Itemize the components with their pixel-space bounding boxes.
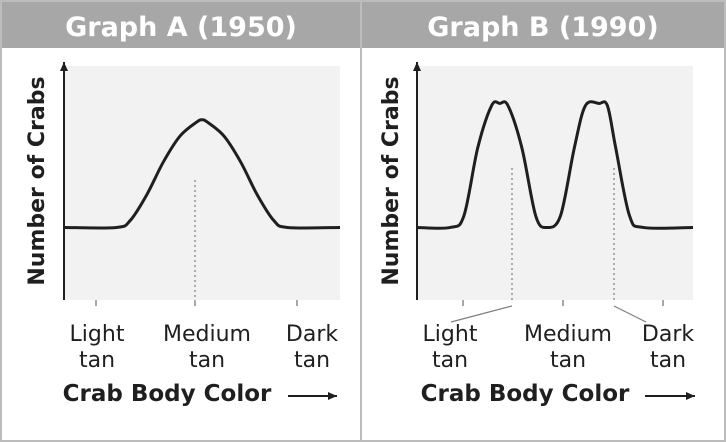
- graph-b-plot-area: [417, 66, 693, 300]
- graph-a-title: Graph A (1950): [65, 12, 297, 43]
- graph-b-leader-light: [450, 305, 513, 323]
- graph-b-tick-label-dark-line1: Dark: [642, 322, 694, 347]
- graph-b-title: Graph B (1990): [427, 12, 658, 43]
- graph-b-y-axis-label: Number of Crabs: [379, 76, 404, 285]
- graph-b-leader-dark: [613, 305, 647, 323]
- graph-b-tick-label-light-line2: tan: [432, 348, 468, 373]
- graph-a-tick-label-light-line1: Light: [70, 322, 125, 347]
- graph-b-series-line: [416, 100, 694, 230]
- graph-b-header: [362, 2, 724, 48]
- graph-b-tick-label-light-line1: Light: [423, 322, 478, 347]
- graph-b-panel: Graph B (1990) Number of Crabs Light tan…: [362, 2, 724, 407]
- graph-a-series-line: [63, 118, 341, 230]
- graph-a-plot-area: [64, 66, 340, 300]
- graph-b-tick-label-dark-line2: tan: [650, 348, 686, 373]
- graph-a-header: [2, 2, 360, 48]
- graph-a-tick-label-dark-line1: Dark: [286, 322, 338, 347]
- graph-a-panel: Graph A (1950) Number of Crabs Light tan…: [2, 2, 360, 407]
- graph-b-x-axis-label: Crab Body Color: [421, 381, 630, 407]
- graph-a-tick-label-light-line2: tan: [79, 348, 115, 373]
- graph-a-y-axis-label: Number of Crabs: [25, 76, 50, 285]
- graph-a-tick-label-medium-line2: tan: [189, 348, 225, 373]
- graph-a-tick-label-medium-line1: Medium: [163, 322, 251, 347]
- graph-a-tick-label-dark-line2: tan: [294, 348, 330, 373]
- graph-b-tick-label-medium-line2: tan: [550, 348, 586, 373]
- graph-a-x-axis-label: Crab Body Color: [63, 381, 272, 407]
- graph-b-tick-label-medium-line1: Medium: [524, 322, 612, 347]
